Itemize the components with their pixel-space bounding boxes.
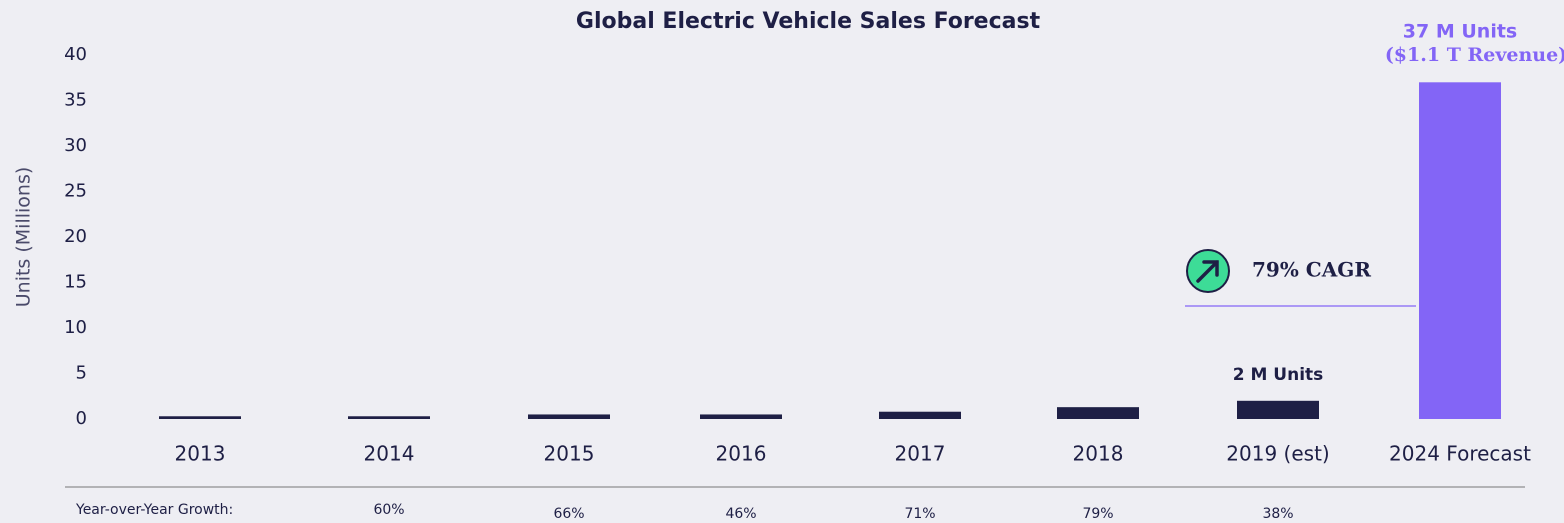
value-label: 2 M Units <box>1233 365 1324 385</box>
growth-label: Year-over-Year Growth: <box>75 502 233 518</box>
y-tick-label: 35 <box>64 90 87 111</box>
x-tick-label: 2018 <box>1073 442 1124 466</box>
bar <box>700 414 782 419</box>
growth-value: 60% <box>373 502 404 518</box>
bar <box>159 416 241 419</box>
y-axis-label: Units (Millions) <box>13 167 35 308</box>
y-tick-label: 15 <box>64 272 87 293</box>
chart-title: Global Electric Vehicle Sales Forecast <box>576 9 1041 34</box>
bar <box>348 416 430 419</box>
growth-value: 66% <box>553 506 584 522</box>
x-tick-label: 2015 <box>544 442 595 466</box>
growth-value: 46% <box>725 506 756 522</box>
y-tick-label: 30 <box>64 135 87 156</box>
y-tick-label: 25 <box>64 181 87 202</box>
bar <box>1237 400 1319 419</box>
x-tick-label: 2013 <box>175 442 226 466</box>
bar <box>528 414 610 419</box>
y-tick-label: 10 <box>64 317 87 338</box>
growth-value: 79% <box>1082 506 1113 522</box>
cagr-arrow <box>1196 260 1219 283</box>
x-tick-label: 2024 Forecast <box>1389 442 1531 466</box>
y-tick-label: 20 <box>64 226 87 247</box>
y-tick-label: 40 <box>64 44 87 65</box>
x-tick-label: 2019 (est) <box>1226 442 1329 466</box>
y-tick-label: 5 <box>76 363 87 384</box>
x-tick-label: 2017 <box>895 442 946 466</box>
cagr-label: 79% CAGR <box>1252 258 1371 282</box>
growth-value: 38% <box>1262 506 1293 522</box>
x-tick-label: 2016 <box>716 442 767 466</box>
revenue-note: ($1.1 T Revenue) <box>1385 44 1564 66</box>
y-tick-label: 0 <box>76 408 87 429</box>
bar <box>879 411 961 419</box>
bar <box>1419 82 1501 420</box>
bar <box>1057 407 1139 419</box>
value-label: 37 M Units <box>1403 21 1517 43</box>
growth-value: 71% <box>904 506 935 522</box>
x-tick-label: 2014 <box>364 442 415 466</box>
